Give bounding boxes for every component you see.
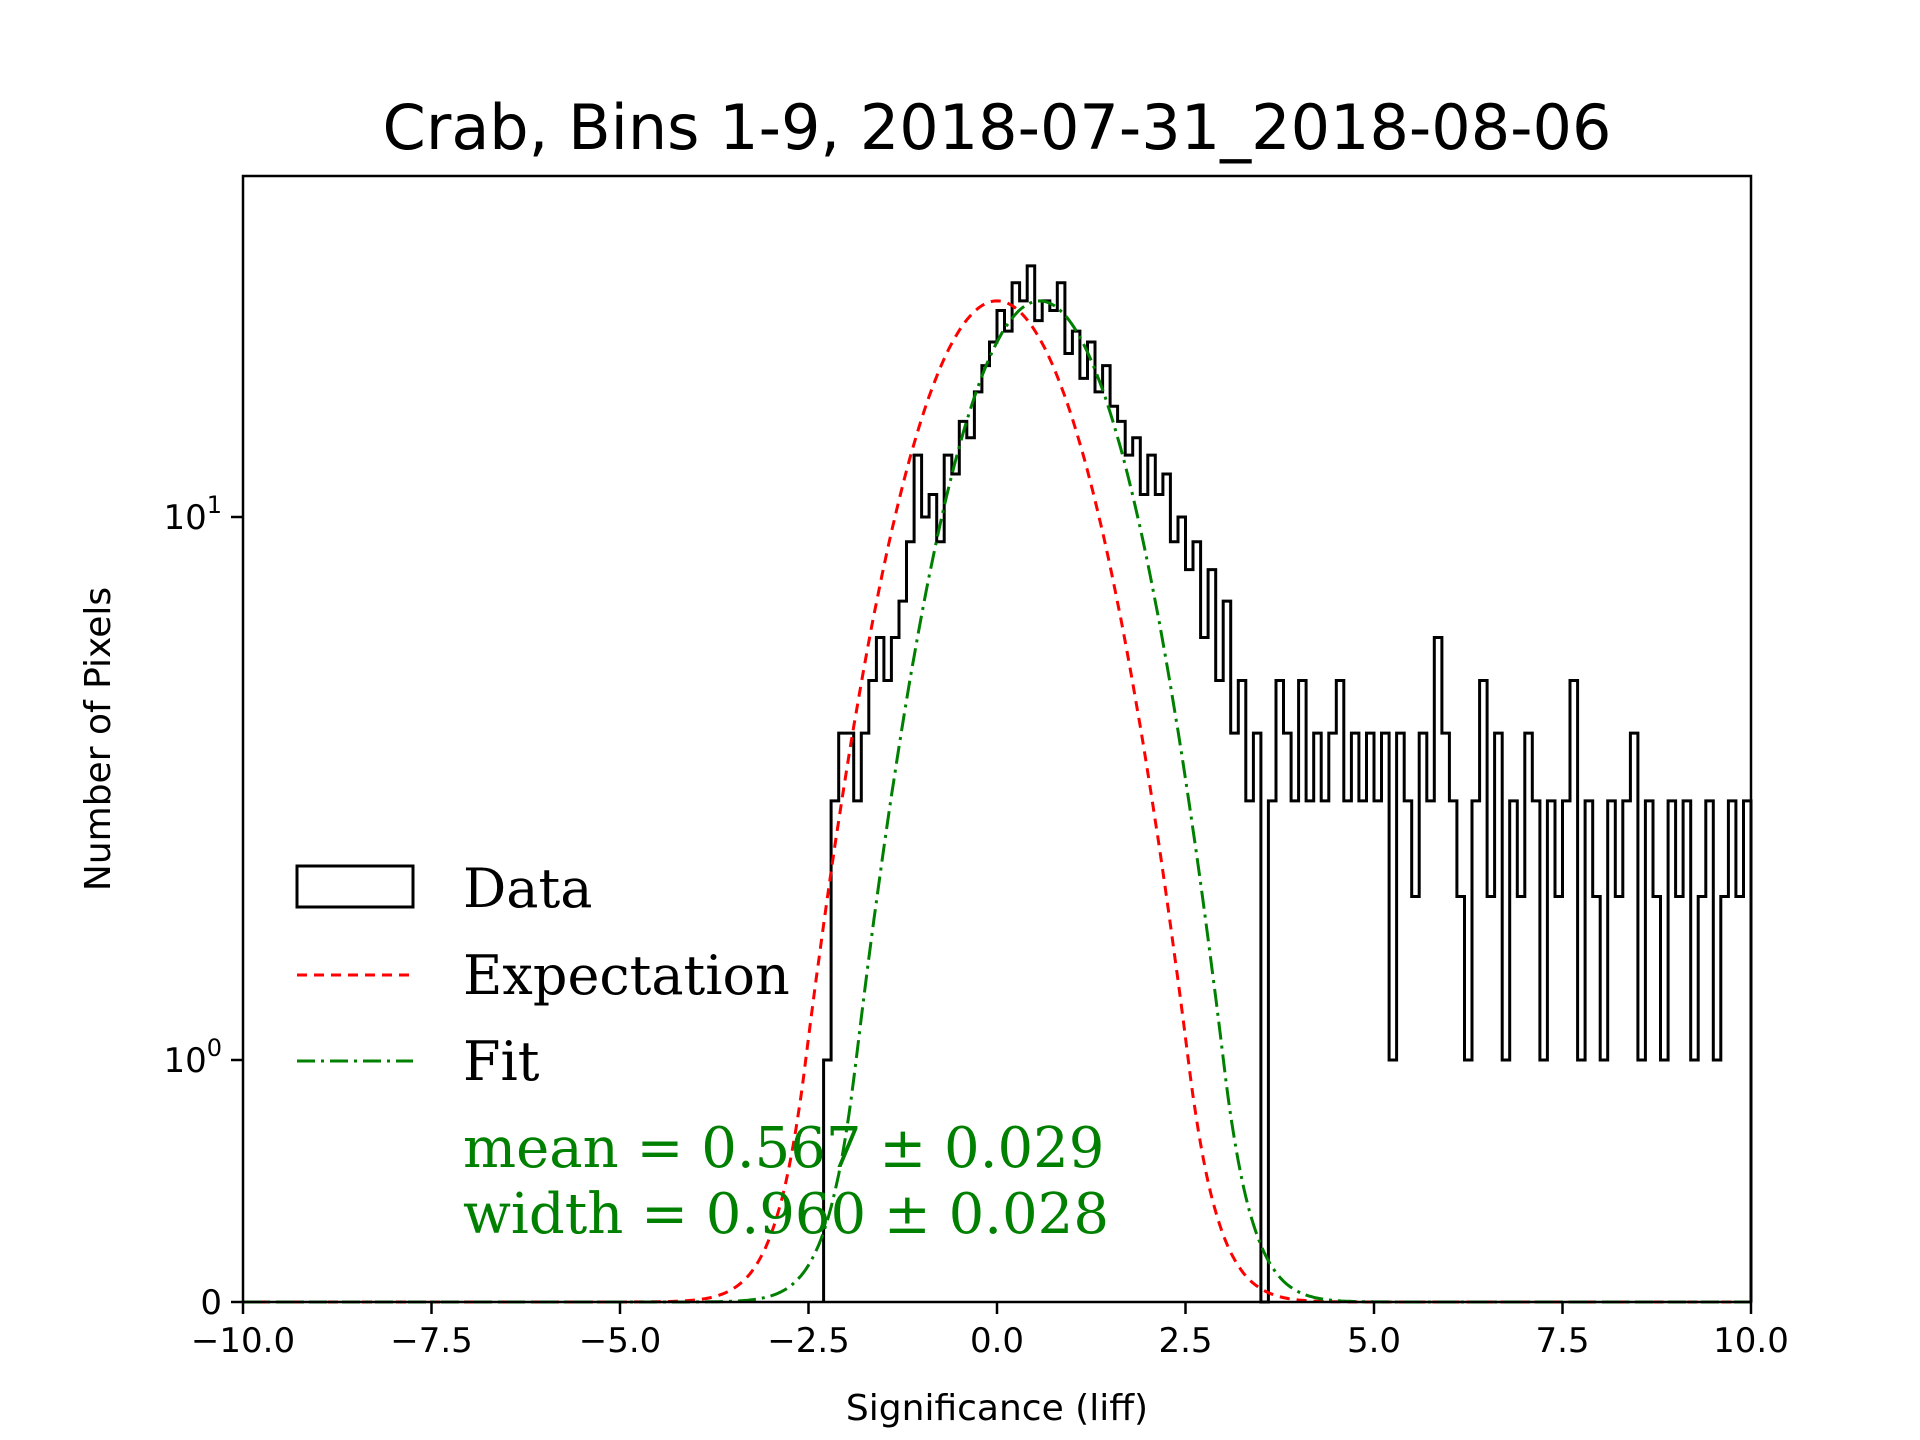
fit-curve <box>243 299 1751 1304</box>
x-tick-label: −5.0 <box>579 1321 662 1361</box>
x-tick-label: −10.0 <box>191 1321 295 1361</box>
x-tick-label: 2.5 <box>1158 1321 1212 1361</box>
x-tick-label: −7.5 <box>390 1321 473 1361</box>
legend-label-fit: Fit <box>463 1030 540 1093</box>
expectation-curve <box>243 299 1751 1304</box>
chart-title: Crab, Bins 1-9, 2018-07-31_2018-08-06 <box>383 91 1612 164</box>
x-tick-label: 5.0 <box>1347 1321 1401 1361</box>
fit-mean-annotation: mean = 0.567 ± 0.029 <box>463 1116 1104 1181</box>
y-tick-label: 0 <box>200 1283 222 1323</box>
x-tick-label: 7.5 <box>1535 1321 1589 1361</box>
legend-label-expectation: Expectation <box>463 944 790 1007</box>
fit-width-annotation: width = 0.960 ± 0.028 <box>463 1182 1109 1247</box>
x-axis-ticks: −10.0 −7.5 −5.0 −2.5 0.0 2.5 5.0 7.5 10.0 <box>191 1302 1789 1361</box>
y-axis-ticks: 0 100 101 <box>163 491 243 1323</box>
y-tick-label: 101 <box>163 491 222 538</box>
x-tick-label: 10.0 <box>1713 1321 1789 1361</box>
data-histogram-step <box>822 264 1753 1304</box>
y-axis-label: Number of Pixels <box>78 587 119 891</box>
legend: Data Expectation Fit <box>295 857 790 1093</box>
x-axis-label: Significance (liff) <box>846 1388 1148 1429</box>
x-tick-label: 0.0 <box>970 1321 1024 1361</box>
legend-swatch-data <box>295 864 415 909</box>
y-tick-label: 100 <box>163 1034 222 1081</box>
plot-area <box>243 264 1753 1304</box>
legend-label-data: Data <box>463 857 592 920</box>
x-tick-label: −2.5 <box>767 1321 850 1361</box>
